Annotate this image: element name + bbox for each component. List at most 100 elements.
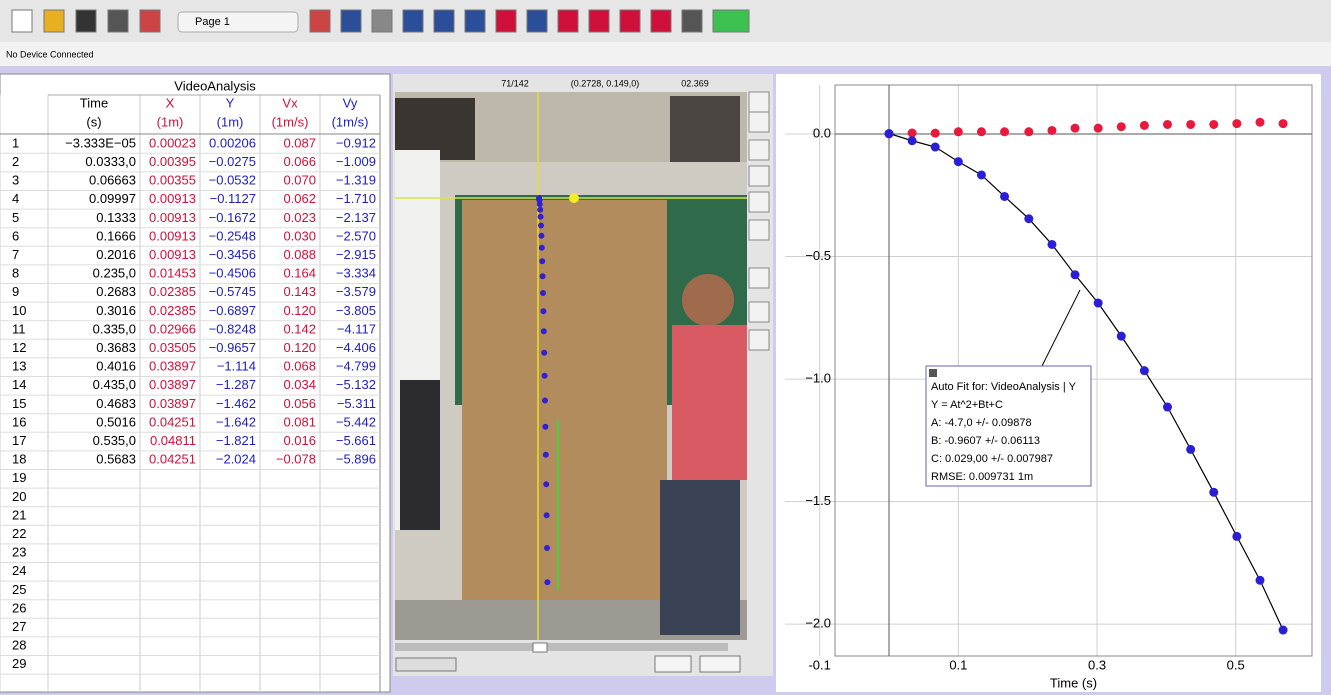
toolbar-button[interactable] (341, 10, 361, 32)
toolbar-button[interactable] (620, 10, 640, 32)
row-number: 17 (12, 433, 26, 448)
data-point (1209, 120, 1218, 129)
toolbar-button[interactable] (403, 10, 423, 32)
column-unit: (1m/s) (332, 114, 369, 129)
tool-button[interactable] (749, 166, 769, 186)
data-point (1186, 120, 1195, 129)
y-tick-label: 0.0 (813, 125, 831, 140)
data-point (1255, 118, 1264, 127)
table-cell: −3.805 (336, 303, 376, 318)
tool-button[interactable] (749, 268, 769, 288)
person-right-legs (660, 480, 740, 635)
toolbar-button[interactable] (434, 10, 454, 32)
data-point (977, 127, 986, 136)
video-tools (749, 92, 769, 350)
table-cell: 0.00395 (149, 154, 196, 169)
tool-button[interactable] (749, 330, 769, 350)
data-point (908, 136, 917, 145)
table-cell: 0.02385 (149, 284, 196, 299)
tool-button[interactable] (749, 220, 769, 240)
toolbar-button[interactable] (140, 10, 160, 32)
row-number: 4 (12, 191, 19, 206)
table-cell: 0.2683 (96, 284, 136, 299)
data-point (931, 129, 940, 138)
row-number: 3 (12, 173, 19, 188)
data-point (1209, 488, 1218, 497)
table-cell: 0.00355 (149, 173, 196, 188)
tracked-point (543, 481, 549, 487)
table-cell: 0.00913 (149, 191, 196, 206)
table-cell: 0.335,0 (93, 321, 136, 336)
toolbar-button[interactable] (12, 10, 32, 32)
row-number: 28 (12, 638, 26, 653)
table-cell: −0.0275 (209, 154, 256, 169)
table-cell: 0.0333,0 (85, 154, 136, 169)
tool-button[interactable] (749, 112, 769, 132)
table-cell: 0.016 (283, 433, 316, 448)
table-cell: −0.0532 (209, 173, 256, 188)
toolbar-button[interactable] (108, 10, 128, 32)
video-scrollbar[interactable] (395, 643, 728, 651)
tracked-point (538, 214, 544, 220)
toolbar-button[interactable] (310, 10, 330, 32)
row-number: 26 (12, 600, 26, 615)
origin-marker[interactable] (569, 193, 579, 203)
x-tick-label: 0.1 (949, 657, 967, 672)
toolbar-button[interactable] (496, 10, 516, 32)
tracked-point (544, 512, 550, 518)
table-cell: 0.06663 (89, 173, 136, 188)
toolbar-button[interactable] (558, 10, 578, 32)
toolbar-button[interactable] (527, 10, 547, 32)
toolbar-button[interactable] (44, 10, 64, 32)
data-point (1000, 127, 1009, 136)
toolbar-button[interactable] (589, 10, 609, 32)
toolbar-button[interactable] (465, 10, 485, 32)
data-point (908, 129, 917, 138)
video-button[interactable] (655, 656, 691, 672)
tool-button[interactable] (749, 92, 769, 112)
row-number: 21 (12, 507, 26, 522)
table-cell: −0.8248 (209, 321, 256, 336)
close-icon[interactable] (929, 369, 937, 377)
y-tick-label: −1.5 (805, 493, 831, 508)
column-unit: (1m) (157, 114, 184, 129)
data-point (1186, 445, 1195, 454)
table-cell: 0.04811 (150, 433, 196, 448)
table-cell: 0.164 (283, 266, 316, 281)
table-cell: −0.2548 (209, 228, 256, 243)
tool-button[interactable] (749, 192, 769, 212)
video-button[interactable] (700, 656, 740, 672)
playback-controls[interactable] (396, 658, 456, 671)
table-cell: 0.1666 (96, 228, 136, 243)
table-cell: −0.5745 (209, 284, 256, 299)
toolbar-button[interactable] (76, 10, 96, 32)
table-cell: 0.03505 (149, 340, 196, 355)
fit-text: B: -0.9607 +/- 0.06113 (931, 435, 1040, 447)
table-cell: 0.5683 (96, 452, 136, 467)
data-point (1117, 332, 1126, 341)
data-point (1163, 403, 1172, 412)
scroll-thumb[interactable] (533, 643, 547, 652)
tool-button[interactable] (749, 140, 769, 160)
table-cell: 0.4683 (96, 396, 136, 411)
tracked-point (538, 233, 544, 239)
table-cell: 0.09997 (89, 191, 136, 206)
table-cell: −1.710 (336, 191, 376, 206)
tracked-point (540, 273, 546, 279)
fit-text: A: -4.7,0 +/- 0.09878 (931, 417, 1032, 429)
table-cell: −3.333E−05 (65, 135, 136, 150)
row-number: 8 (12, 266, 19, 281)
tool-button[interactable] (749, 302, 769, 322)
data-point (1024, 214, 1033, 223)
tracked-point (540, 290, 546, 296)
table-cell: 0.2016 (96, 247, 136, 262)
toolbar-button[interactable] (651, 10, 671, 32)
toolbar-button[interactable] (713, 10, 749, 32)
app-window: Page 1 No Device Connected VideoAnalysis… (0, 0, 1331, 695)
toolbar-button[interactable] (372, 10, 392, 32)
row-number: 12 (12, 340, 26, 355)
table-cell: −4.406 (336, 340, 376, 355)
row-number: 5 (12, 210, 19, 225)
table-cell: −2.137 (336, 210, 376, 225)
toolbar-button[interactable] (682, 10, 702, 32)
